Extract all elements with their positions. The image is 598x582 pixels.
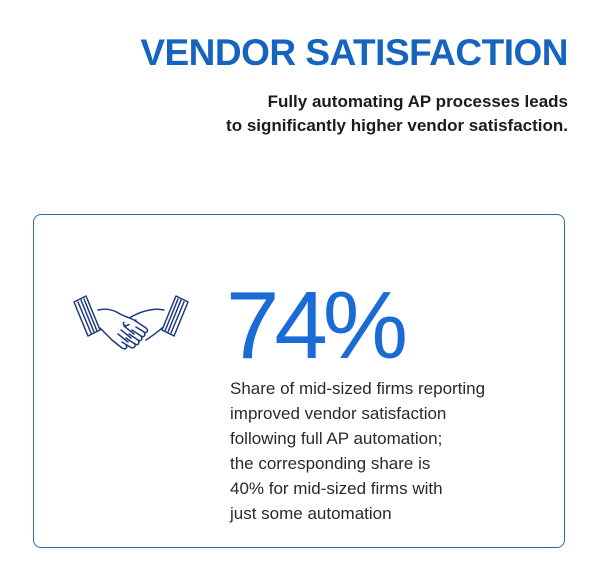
page-subtitle: Fully automating AP processes leads to s… [226,90,568,138]
stat-description-line: Share of mid-sized firms reporting [230,379,486,398]
stat-description-line: 40% for mid-sized firms with [230,479,443,498]
subtitle-line: to significantly higher vendor satisfact… [226,116,568,135]
page-title: VENDOR SATISFACTION [140,32,568,73]
handshake-icon [73,295,189,350]
subtitle-line: Fully automating AP processes leads [267,92,568,111]
stat-description-line: just some automation [230,504,392,523]
stat-value: 74% [226,272,408,379]
stat-description-line: following full AP automation; [230,429,443,448]
stat-description: Share of mid-sized firms reporting impro… [230,376,485,526]
stat-card [33,214,565,548]
stat-description-line: the corresponding share is [230,454,431,473]
stat-description-line: improved vendor satisfaction [230,404,447,423]
